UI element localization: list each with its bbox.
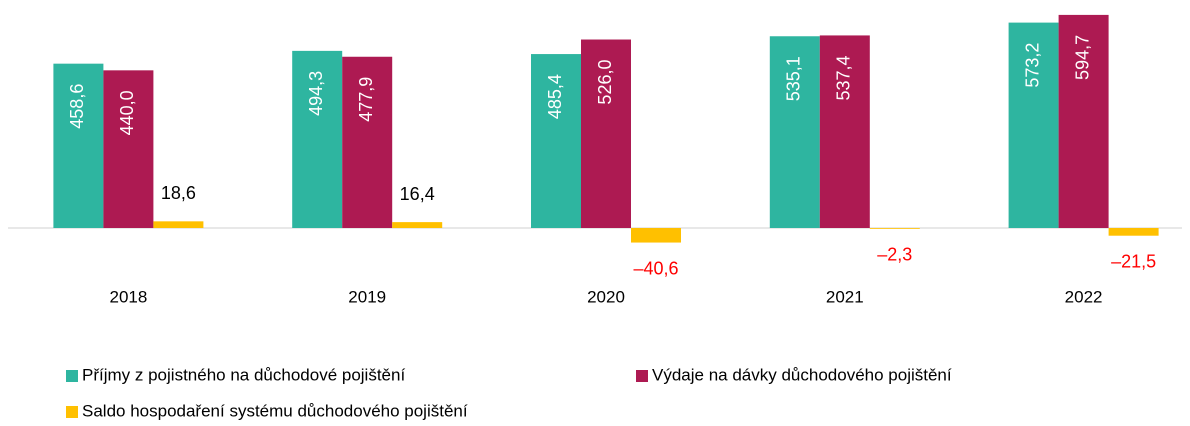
value-label: 477,9 [356,77,376,122]
x-tick-label: 2019 [348,287,386,306]
bar [1008,22,1059,228]
legend-label: Výdaje na dávky důchodového pojištění [652,365,952,384]
bar [392,222,443,228]
bar [819,35,870,228]
bar [342,56,393,228]
legend-swatch [66,370,78,382]
value-label: 573,2 [1022,43,1042,88]
value-label: 16,4 [400,184,435,204]
value-label: 594,7 [1072,35,1092,80]
value-label: 535,1 [784,56,804,101]
value-label: –2,3 [877,245,912,265]
legend-label: Příjmy z pojistného na důchodové pojiště… [82,365,405,384]
x-tick-label: 2020 [587,287,625,306]
value-label: 537,4 [834,55,854,100]
value-label: 526,0 [595,60,615,105]
bar [769,36,820,229]
x-tick-label: 2022 [1065,287,1103,306]
bar [153,221,204,228]
value-label: –21,5 [1111,251,1156,271]
legend-label: Saldo hospodaření systému důchodového po… [82,401,468,420]
value-label: 458,6 [67,84,87,129]
value-label: 18,6 [161,183,196,203]
bar [869,228,920,229]
value-label: 494,3 [306,71,326,116]
bar [531,54,581,228]
bar [631,228,681,243]
value-label: 440,0 [117,90,137,135]
bar [1058,14,1109,228]
bar [581,39,631,229]
legend-swatch [66,406,78,418]
bar [103,70,154,228]
value-label: 485,4 [545,74,565,119]
legend-swatch [636,370,648,382]
bar [1108,228,1159,236]
bar [292,50,343,229]
x-tick-label: 2021 [826,287,864,306]
bar [53,63,104,228]
value-label: –40,6 [633,258,678,278]
x-tick-label: 2018 [109,287,147,306]
